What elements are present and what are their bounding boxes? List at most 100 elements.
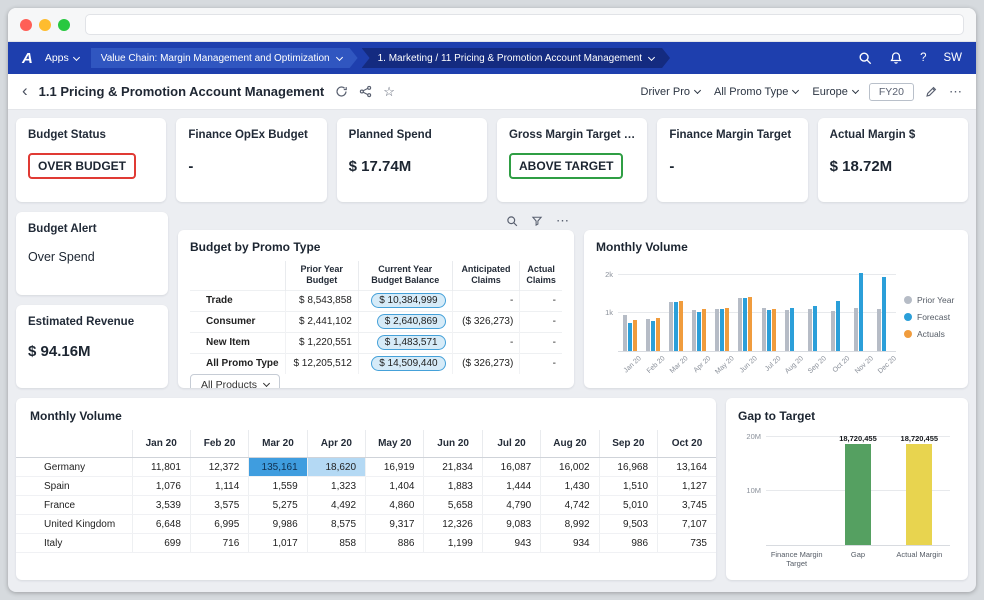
grid-cell[interactable]: $ 8,543,858 [284, 289, 359, 311]
bar-prior-year[interactable] [854, 307, 859, 351]
row-label[interactable]: Spain [16, 476, 132, 496]
grid-cell[interactable]: 3,745 [657, 495, 716, 515]
grid-cell[interactable]: $ 1,483,571 [357, 331, 453, 353]
grid-cell[interactable]: 6,995 [189, 514, 249, 534]
fiscal-year-chip[interactable]: FY20 [868, 82, 914, 101]
grid-cell[interactable]: 8,992 [540, 514, 600, 534]
grid-cell[interactable]: 135,161 [248, 457, 308, 477]
grid-cell[interactable]: 3,539 [131, 495, 191, 515]
grid-cell[interactable]: $ 14,509,440 [357, 352, 453, 374]
bar-forecast[interactable] [673, 302, 678, 351]
row-label[interactable]: United Kingdom [16, 514, 132, 534]
bar-group[interactable] [761, 264, 776, 351]
grid-cell[interactable]: 1,430 [540, 476, 600, 496]
bar-prior-year[interactable] [622, 315, 627, 351]
search-icon[interactable] [506, 215, 518, 227]
edit-pencil-icon[interactable] [925, 85, 938, 98]
grid-cell[interactable]: ($ 326,273) [451, 352, 520, 374]
grid-cell[interactable]: ($ 326,273) [451, 310, 520, 332]
grid-cell[interactable]: 986 [598, 533, 658, 553]
bar-forecast[interactable] [697, 312, 702, 351]
grid-cell[interactable]: 1,883 [423, 476, 483, 496]
bar-prior-year[interactable] [830, 310, 835, 351]
legend-item[interactable]: Forecast [904, 312, 956, 322]
grid-cell[interactable]: 4,742 [540, 495, 600, 515]
grid-cell[interactable]: - [519, 289, 562, 311]
row-label[interactable]: All Promo Type [190, 352, 286, 374]
grid-cell[interactable]: 12,326 [423, 514, 483, 534]
grid-cell[interactable]: 886 [365, 533, 424, 553]
grid-cell[interactable]: 16,002 [540, 457, 600, 477]
grid-cell[interactable]: 12,372 [189, 457, 249, 477]
grid-cell[interactable]: 9,503 [598, 514, 658, 534]
more-options-button[interactable]: ⋯ [556, 213, 569, 228]
breadcrumb-app[interactable]: Value Chain: Margin Management and Optim… [91, 48, 358, 68]
grid-cell[interactable]: 5,275 [248, 495, 308, 515]
filter-dropdown[interactable]: Europe [812, 86, 859, 98]
bar-group[interactable] [877, 264, 891, 351]
bar-forecast[interactable] [650, 321, 655, 351]
grid-cell[interactable]: 1,404 [365, 476, 424, 496]
grid-cell[interactable]: 9,986 [248, 514, 308, 534]
bar-actuals[interactable] [632, 319, 637, 351]
grid-cell[interactable]: - [451, 331, 520, 353]
apps-menu[interactable]: Apps [45, 52, 80, 64]
bar-prior-year[interactable] [715, 308, 720, 351]
legend-item[interactable]: Prior Year [904, 295, 956, 305]
grid-cell[interactable]: $ 12,205,512 [284, 352, 359, 374]
products-dropdown[interactable]: All Products [190, 373, 281, 388]
grid-cell[interactable]: 9,317 [365, 514, 424, 534]
bar-prior-year[interactable] [807, 309, 812, 351]
bar-forecast[interactable] [789, 307, 794, 351]
bar-group[interactable] [738, 264, 753, 351]
bar-prior-year[interactable] [645, 319, 650, 351]
grid-cell[interactable]: $ 2,441,102 [284, 310, 359, 332]
bar-actuals[interactable] [725, 307, 730, 351]
grid-cell[interactable]: 21,834 [423, 457, 483, 477]
bar-prior-year[interactable] [692, 310, 697, 351]
grid-cell[interactable]: 1,076 [131, 476, 191, 496]
refresh-icon[interactable] [335, 85, 348, 98]
bar-forecast[interactable] [812, 305, 817, 351]
notifications-bell-icon[interactable] [889, 51, 903, 65]
grid-cell[interactable]: - [519, 352, 562, 374]
grid-cell[interactable]: 7,107 [657, 514, 716, 534]
bar-actuals[interactable] [771, 308, 776, 351]
help-button[interactable]: ? [920, 52, 927, 64]
bar[interactable] [906, 443, 933, 545]
grid-cell[interactable]: 16,919 [365, 457, 424, 477]
bar-prior-year[interactable] [784, 309, 789, 351]
grid-cell[interactable]: 1,323 [306, 476, 366, 496]
grid-cell[interactable]: 11,801 [131, 457, 191, 477]
bar[interactable] [844, 443, 871, 545]
share-icon[interactable] [359, 85, 372, 98]
grid-cell[interactable]: 5,010 [598, 495, 658, 515]
bar-forecast[interactable] [882, 277, 887, 351]
address-bar[interactable] [85, 14, 964, 35]
grid-cell[interactable]: 16,087 [481, 457, 541, 477]
grid-cell[interactable]: 699 [131, 533, 191, 553]
row-label[interactable]: Consumer [190, 310, 286, 332]
grid-cell[interactable]: 858 [306, 533, 366, 553]
filter-funnel-icon[interactable] [531, 215, 543, 227]
row-label[interactable]: New Item [190, 331, 286, 353]
grid-cell[interactable]: 1,199 [423, 533, 483, 553]
legend-item[interactable]: Actuals [904, 329, 956, 339]
grid-cell[interactable]: 943 [481, 533, 541, 553]
bar-forecast[interactable] [627, 323, 632, 351]
grid-cell[interactable]: - [451, 289, 520, 311]
grid-cell[interactable]: 16,968 [598, 457, 658, 477]
bar-prior-year[interactable] [761, 308, 766, 351]
bar-forecast[interactable] [766, 309, 771, 351]
bar-forecast[interactable] [859, 273, 864, 351]
grid-cell[interactable]: 1,017 [248, 533, 308, 553]
window-close-button[interactable] [20, 18, 32, 31]
grid-cell[interactable]: 716 [189, 533, 249, 553]
grid-cell[interactable]: 5,658 [423, 495, 483, 515]
row-label[interactable]: Trade [190, 289, 286, 311]
bar-forecast[interactable] [743, 298, 748, 351]
grid-cell[interactable]: - [519, 331, 562, 353]
window-minimize-button[interactable] [39, 18, 51, 31]
more-options-button[interactable]: ⋯ [949, 83, 962, 99]
grid-cell[interactable]: 4,790 [481, 495, 541, 515]
